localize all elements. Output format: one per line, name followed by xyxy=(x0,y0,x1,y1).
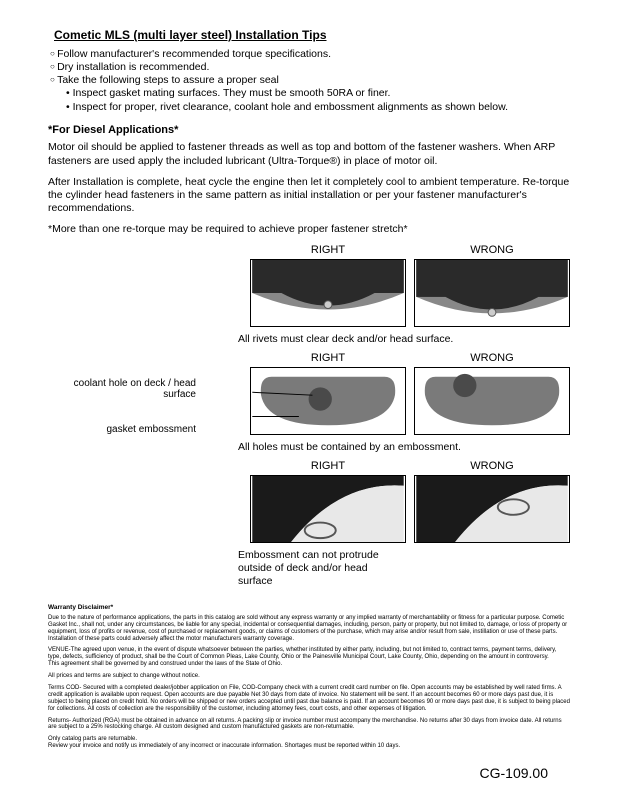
hole-right-icon xyxy=(250,367,406,435)
diesel-para-2: After Installation is complete, heat cyc… xyxy=(48,176,570,215)
disclaimer-p1: Due to the nature of performance applica… xyxy=(48,615,570,643)
caption-1: All rivets must clear deck and/or head s… xyxy=(48,333,570,346)
disclaimer-p6: Only catalog parts are returnable. Revie… xyxy=(48,736,570,750)
page-number: CG-109.00 xyxy=(480,765,548,783)
diagram-row-2: RIGHT WRONG xyxy=(48,352,570,439)
disclaimer-block: Warranty Disclaimer* Due to the nature o… xyxy=(48,604,570,750)
embossment-wrong-icon xyxy=(414,475,570,543)
caption-2: All holes must be contained by an emboss… xyxy=(48,441,570,454)
label-wrong: WRONG xyxy=(414,460,570,474)
bullet-3: Take the following steps to assure a pro… xyxy=(48,74,570,87)
disclaimer-head: Warranty Disclaimer* xyxy=(48,604,570,611)
bullet-1: Follow manufacturer's recommended torque… xyxy=(48,48,570,61)
label-wrong: WRONG xyxy=(414,352,570,366)
rivet-right-icon xyxy=(250,259,406,327)
diesel-para-3: *More than one re-torque may be required… xyxy=(48,223,570,236)
subbullet-1: Inspect gasket mating surfaces. They mus… xyxy=(48,87,570,100)
disclaimer-p2: VENUE-The agreed upon venue, in the even… xyxy=(48,647,570,668)
label-right: RIGHT xyxy=(250,352,406,366)
subbullet-2: Inspect for proper, rivet clearance, coo… xyxy=(48,101,570,114)
bullet-2: Dry installation is recommended. xyxy=(48,61,570,74)
diagram-right-2: RIGHT xyxy=(250,352,406,439)
disclaimer-p5: Returns- Authorized (RGA) must be obtain… xyxy=(48,718,570,732)
label-right: RIGHT xyxy=(250,460,406,474)
hole-wrong-icon xyxy=(414,367,570,435)
diagrams-container: coolant hole on deck / head surface gask… xyxy=(48,244,570,588)
caption-3: Embossment can not protrude outside of d… xyxy=(48,549,388,588)
intro-bullets: Follow manufacturer's recommended torque… xyxy=(48,48,570,114)
diagram-right-3: RIGHT xyxy=(250,460,406,547)
rivet-wrong-icon xyxy=(414,259,570,327)
disclaimer-p3: All prices and terms are subject to chan… xyxy=(48,673,570,680)
disclaimer-p4: Terms COD- Secured with a completed deal… xyxy=(48,685,570,713)
diesel-heading: *For Diesel Applications* xyxy=(48,124,570,138)
embossment-right-icon xyxy=(250,475,406,543)
label-right: RIGHT xyxy=(250,244,406,258)
diagram-row-3: RIGHT WRONG xyxy=(48,460,570,547)
label-wrong: WRONG xyxy=(414,244,570,258)
diagram-right-1: RIGHT xyxy=(250,244,406,331)
page-title: Cometic MLS (multi layer steel) Installa… xyxy=(48,28,570,43)
diesel-para-1: Motor oil should be applied to fastener … xyxy=(48,141,570,167)
diagram-wrong-3: WRONG xyxy=(414,460,570,547)
diagram-wrong-1: WRONG xyxy=(414,244,570,331)
diagram-wrong-2: WRONG xyxy=(414,352,570,439)
diagram-row-1: RIGHT WRONG xyxy=(48,244,570,331)
